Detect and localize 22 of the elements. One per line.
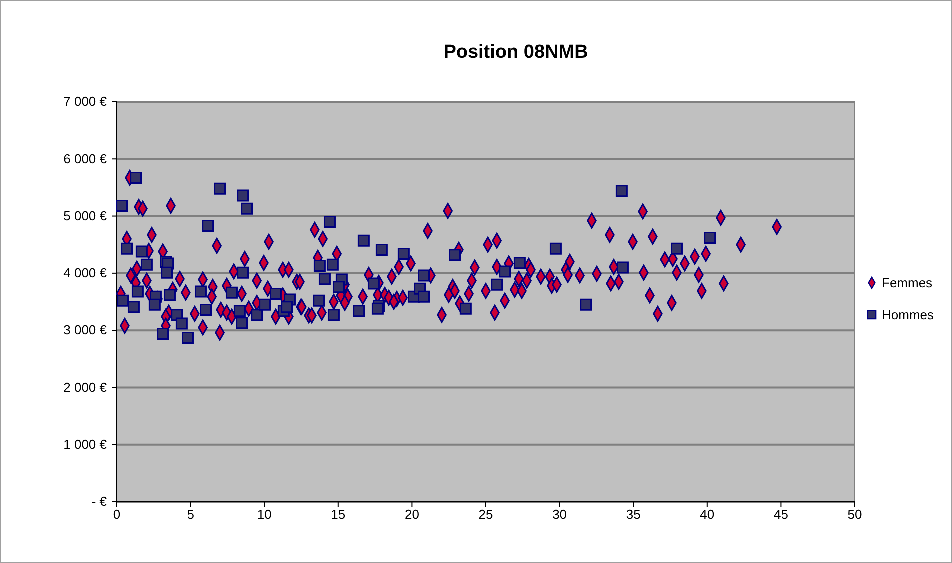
y-tick-label: 6 000 € [64,151,108,166]
x-tick-label: 35 [626,507,641,522]
y-tick-label: - € [92,494,108,510]
x-tick-label: 50 [848,507,862,522]
legend-label: Femmes [882,276,934,290]
x-tick-label: 15 [331,507,346,522]
y-tick-label: 4 000 € [64,266,108,281]
x-tick-label: 45 [774,507,788,522]
x-tick-label: 30 [552,507,568,522]
chart-title: Position 08NMB [444,42,588,63]
y-tick-label: 1 000 € [64,437,108,452]
y-tick-label: 5 000 € [64,208,108,224]
x-tick-label: 5 [187,507,194,522]
x-tick-label: 10 [257,507,272,522]
y-tick-label: 7 000 € [64,94,108,110]
legend-label: Hommes [882,308,935,322]
x-tick-label: 40 [700,507,715,522]
y-tick-label: 3 000 € [64,322,108,338]
x-tick-label: 0 [113,507,121,522]
x-tick-label: 20 [404,507,420,522]
x-tick-label: 25 [478,507,494,522]
y-tick-label: 2 000 € [64,380,108,395]
